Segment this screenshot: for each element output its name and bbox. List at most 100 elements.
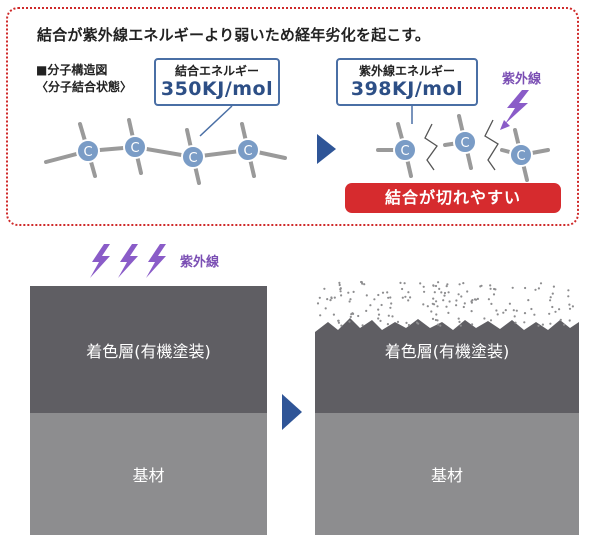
bond-energy-title: 結合エネルギー	[174, 64, 259, 78]
bond-break-marks	[424, 119, 499, 171]
particle-dot	[512, 309, 515, 312]
particle-dot	[435, 300, 438, 303]
particle-dot	[558, 308, 561, 311]
particle-dot	[386, 291, 389, 294]
uv-label-bottom: 紫外線	[180, 255, 220, 270]
particle-dot	[323, 287, 326, 290]
panel-heading: 結合が紫外線エネルギーより弱いため経年劣化を起こす。	[37, 26, 431, 44]
particle-dot	[434, 284, 438, 288]
particle-dot	[365, 294, 368, 297]
particle-dot	[399, 281, 402, 284]
particle-dot	[389, 306, 392, 309]
particle-dot	[549, 322, 552, 325]
base-layer-before-label: 基材	[132, 466, 165, 485]
particle-dot	[446, 283, 449, 286]
base-layer-after	[315, 413, 579, 535]
particle-dot	[527, 299, 530, 302]
uv-energy-title: 紫外線エネルギー	[358, 64, 455, 78]
particle-dot	[377, 293, 380, 297]
particle-dots	[316, 280, 574, 327]
particle-dot	[447, 311, 450, 314]
particle-dot	[479, 285, 482, 288]
particle-dot	[437, 281, 440, 284]
particle-dot	[504, 309, 507, 312]
particle-dot	[340, 294, 343, 297]
particle-dot	[404, 295, 407, 298]
particle-dot	[534, 288, 537, 291]
particle-dot	[436, 305, 439, 308]
particle-dot	[445, 285, 448, 288]
particle-dot	[568, 319, 571, 322]
structure-label: ■分子構造図 〈分子結合状態〉	[36, 62, 132, 96]
particle-dot	[489, 284, 492, 287]
particle-dot	[390, 302, 393, 305]
particle-dot	[403, 282, 406, 285]
particle-dot	[514, 321, 517, 324]
transition-arrow-top	[317, 134, 336, 164]
particle-dot	[338, 283, 341, 287]
particle-dot	[389, 296, 392, 299]
particle-dot	[571, 305, 574, 308]
base-layer-before	[30, 413, 267, 535]
particle-dot	[438, 287, 441, 290]
particle-dot	[339, 287, 342, 290]
particle-dot	[515, 309, 518, 312]
particle-dot	[330, 296, 333, 299]
particle-dot	[489, 287, 492, 290]
particle-dot	[442, 299, 445, 302]
particle-dot	[490, 302, 493, 305]
particle-dot	[537, 287, 540, 290]
particle-dot	[433, 291, 436, 294]
particle-dot	[432, 284, 435, 287]
particle-dot	[487, 298, 490, 301]
particle-dot	[386, 323, 389, 326]
particle-dot	[352, 290, 355, 293]
particle-dot	[324, 307, 327, 310]
coating-layer-after	[315, 318, 579, 413]
particle-dot	[495, 309, 498, 312]
particle-dot	[423, 290, 426, 293]
particle-dot	[381, 291, 385, 294]
result-badge: 結合が切れやすい	[345, 183, 561, 213]
particle-dot	[448, 300, 451, 303]
particle-dot	[537, 324, 540, 327]
particle-dot	[447, 291, 450, 294]
particle-dot	[445, 305, 448, 308]
particle-dot	[513, 315, 516, 318]
particle-dot	[548, 312, 551, 315]
molecule-diagrams: C C C C C C C	[44, 90, 550, 185]
uv-label-top: 紫外線	[502, 72, 542, 87]
particle-dot	[549, 299, 552, 302]
broken-carbon-atoms: C C C	[393, 130, 533, 167]
particle-dot	[541, 323, 544, 326]
particle-dot	[401, 287, 404, 291]
particle-dot	[459, 324, 462, 327]
particle-dot	[431, 302, 434, 305]
particle-dot	[369, 304, 372, 307]
particle-dot	[457, 293, 460, 296]
particle-dot	[347, 291, 350, 294]
particle-dot	[415, 321, 419, 324]
particle-dot	[492, 293, 496, 296]
particle-dot	[437, 323, 440, 326]
particle-dot	[466, 290, 469, 293]
bond-energy-box: 結合エネルギー 350KJ/mol	[154, 58, 280, 106]
particle-dot	[318, 296, 321, 299]
particle-dot	[455, 299, 458, 302]
particle-dot	[319, 314, 322, 317]
structure-label-line2: 〈分子結合状態〉	[36, 80, 133, 94]
particle-dot	[443, 294, 446, 297]
transition-arrow-bottom	[282, 394, 302, 430]
carbon-label: C	[460, 136, 469, 151]
particle-dot	[476, 297, 479, 300]
particle-dot	[440, 291, 443, 294]
particle-dot	[430, 310, 433, 313]
particle-dot	[434, 318, 437, 322]
particle-dot	[409, 296, 412, 299]
particle-dot	[457, 317, 460, 320]
particle-dot	[365, 309, 368, 312]
particle-dot	[473, 298, 477, 301]
particle-dot	[524, 286, 527, 290]
particle-dot	[471, 323, 474, 326]
particle-dot	[387, 296, 390, 299]
